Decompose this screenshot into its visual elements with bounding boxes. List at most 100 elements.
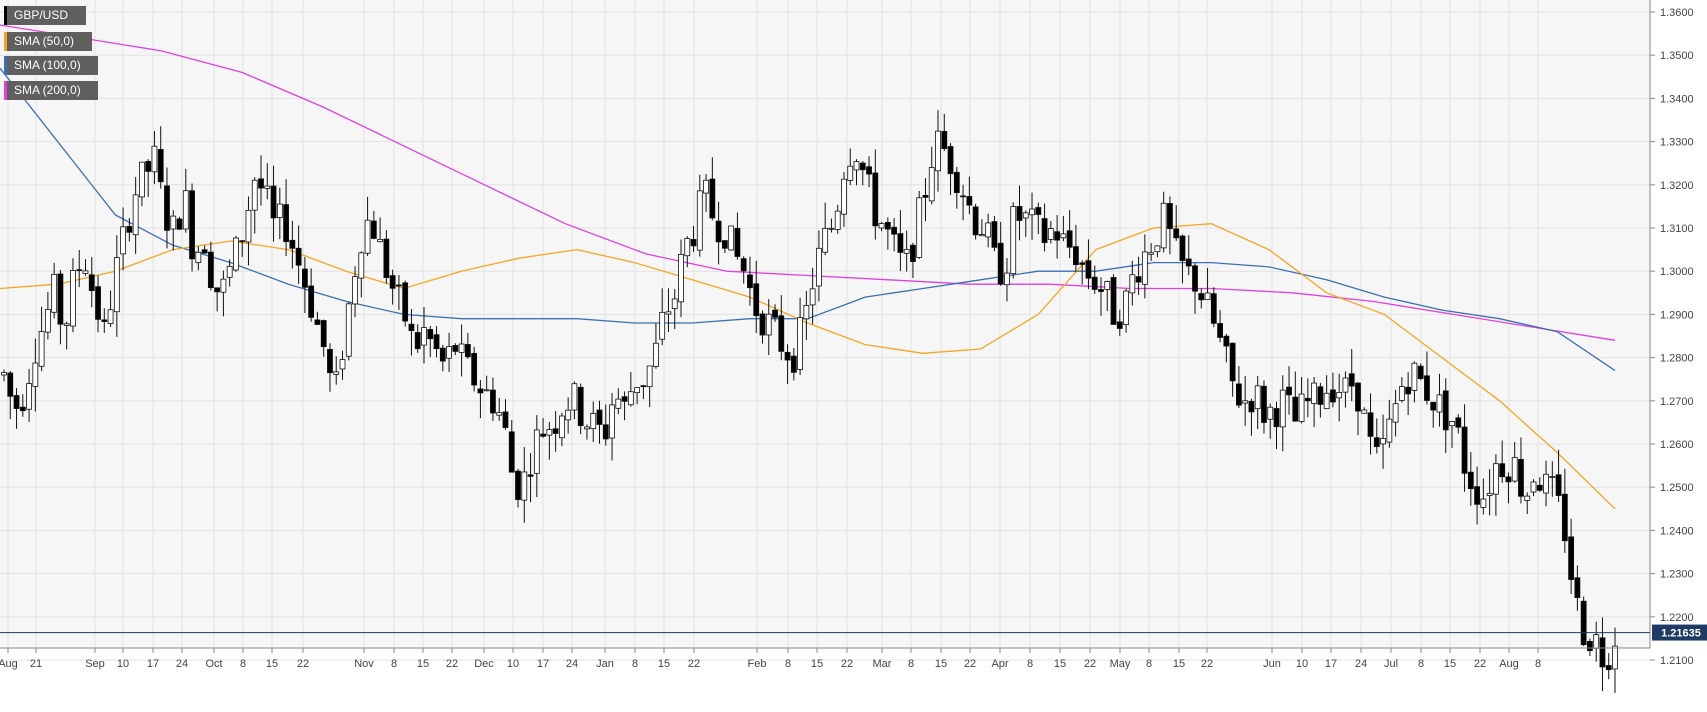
- x-tick-label: 8: [1535, 658, 1541, 670]
- x-tick-label: 8: [1027, 658, 1033, 670]
- candle-body: [734, 227, 741, 257]
- candle-body: [1549, 476, 1556, 478]
- candle-body: [765, 313, 772, 336]
- candle-body: [646, 365, 653, 388]
- x-tick-label: Aug: [1499, 658, 1519, 670]
- candle-body: [95, 286, 101, 320]
- x-tick-label: 22: [1084, 658, 1096, 670]
- candle-body: [552, 428, 559, 434]
- x-tick-label: 15: [811, 658, 823, 670]
- sma-200-line: [0, 24, 1616, 341]
- candle-body: [997, 242, 1004, 285]
- candle-body: [13, 395, 20, 409]
- candle-body: [1461, 426, 1468, 474]
- candle-body: [414, 332, 421, 350]
- candle-body: [966, 196, 973, 206]
- legend-item-sma-200[interactable]: SMA (200,0): [4, 81, 98, 100]
- candle-body: [239, 240, 246, 243]
- candle-body: [1342, 377, 1349, 393]
- candle-body: [452, 345, 459, 352]
- legend-item-gbpusd[interactable]: GBP/USD: [4, 6, 86, 25]
- candle-body: [345, 303, 352, 357]
- legend-label: SMA (50,0): [14, 34, 75, 48]
- candle-body: [527, 474, 534, 477]
- candle-body: [584, 426, 590, 430]
- sma-50-line: [0, 223, 1616, 510]
- candle-body: [389, 275, 396, 289]
- candle-body: [615, 398, 622, 409]
- candle-body: [540, 433, 546, 437]
- y-tick-label: 1.3400: [1660, 93, 1694, 105]
- candle-body: [477, 388, 484, 394]
- candle-body: [1530, 481, 1537, 493]
- candle-body: [1574, 577, 1581, 598]
- candle-body: [678, 253, 684, 303]
- candle-body: [471, 352, 478, 386]
- legend-item-sma-100[interactable]: SMA (100,0): [4, 56, 98, 75]
- candle-body: [1185, 258, 1192, 267]
- candle-body: [728, 225, 735, 251]
- candle-body: [1380, 438, 1386, 445]
- candle-body: [139, 161, 145, 198]
- x-tick-label: Apr: [991, 658, 1008, 670]
- candle-body: [627, 391, 634, 406]
- legend-label: GBP/USD: [14, 8, 69, 22]
- x-tick-label: 10: [117, 658, 129, 670]
- y-tick-label: 1.2500: [1660, 482, 1694, 494]
- candle-body: [1543, 473, 1549, 494]
- candle-body: [1041, 218, 1048, 244]
- candle-body: [759, 313, 766, 336]
- candle-body: [621, 396, 628, 402]
- candle-body: [1135, 276, 1142, 283]
- x-tick-label: 22: [1474, 658, 1486, 670]
- candle-body: [1217, 323, 1223, 338]
- candle-body: [1292, 396, 1299, 422]
- candle-body: [182, 190, 189, 230]
- x-tick-label: 22: [1201, 658, 1213, 670]
- candle-body: [276, 203, 283, 218]
- candle-body: [1361, 409, 1368, 414]
- candle-body: [1022, 212, 1029, 219]
- candle-body: [320, 320, 327, 348]
- x-tick-label: 8: [785, 658, 791, 670]
- y-tick-label: 1.3200: [1660, 180, 1694, 192]
- candle-body: [1210, 293, 1217, 324]
- y-tick-label: 1.3100: [1660, 223, 1694, 235]
- candle-body: [264, 185, 271, 189]
- candle-body: [558, 415, 565, 439]
- y-tick-label: 1.3000: [1660, 266, 1694, 278]
- candle-body: [1116, 321, 1123, 329]
- candle-body: [1398, 386, 1405, 401]
- legend-item-sma-50[interactable]: SMA (50,0): [4, 32, 92, 51]
- candle-body: [301, 268, 308, 288]
- candle-body: [916, 197, 923, 258]
- candle-body: [1004, 272, 1010, 286]
- candle-body: [1499, 463, 1506, 478]
- x-tick-label: 10: [1296, 658, 1308, 670]
- candle-body: [1279, 389, 1286, 428]
- y-tick-label: 1.2400: [1660, 525, 1694, 537]
- candle-body: [665, 311, 672, 315]
- legend-swatch: [4, 81, 7, 100]
- candle-body: [7, 372, 14, 397]
- candle-body: [1511, 457, 1518, 482]
- candle-body: [1085, 260, 1092, 279]
- candle-body: [577, 386, 584, 427]
- candle-body: [596, 409, 603, 425]
- candle-body: [1568, 536, 1575, 580]
- candle-body: [1605, 665, 1612, 671]
- candle-body: [1373, 437, 1380, 448]
- candle-body: [1261, 385, 1267, 423]
- candle-body: [1047, 228, 1054, 240]
- candle-body: [508, 431, 515, 473]
- candle-body: [176, 218, 183, 230]
- candle-body: [866, 166, 872, 175]
- candle-body: [1330, 389, 1336, 403]
- candle-body: [1561, 493, 1568, 542]
- candle-body: [847, 165, 854, 181]
- candle-body: [26, 383, 32, 410]
- candle-body: [483, 389, 490, 392]
- y-tick-label: 1.2300: [1660, 569, 1694, 581]
- legend-label: SMA (100,0): [14, 58, 81, 72]
- candle-body: [1505, 476, 1512, 483]
